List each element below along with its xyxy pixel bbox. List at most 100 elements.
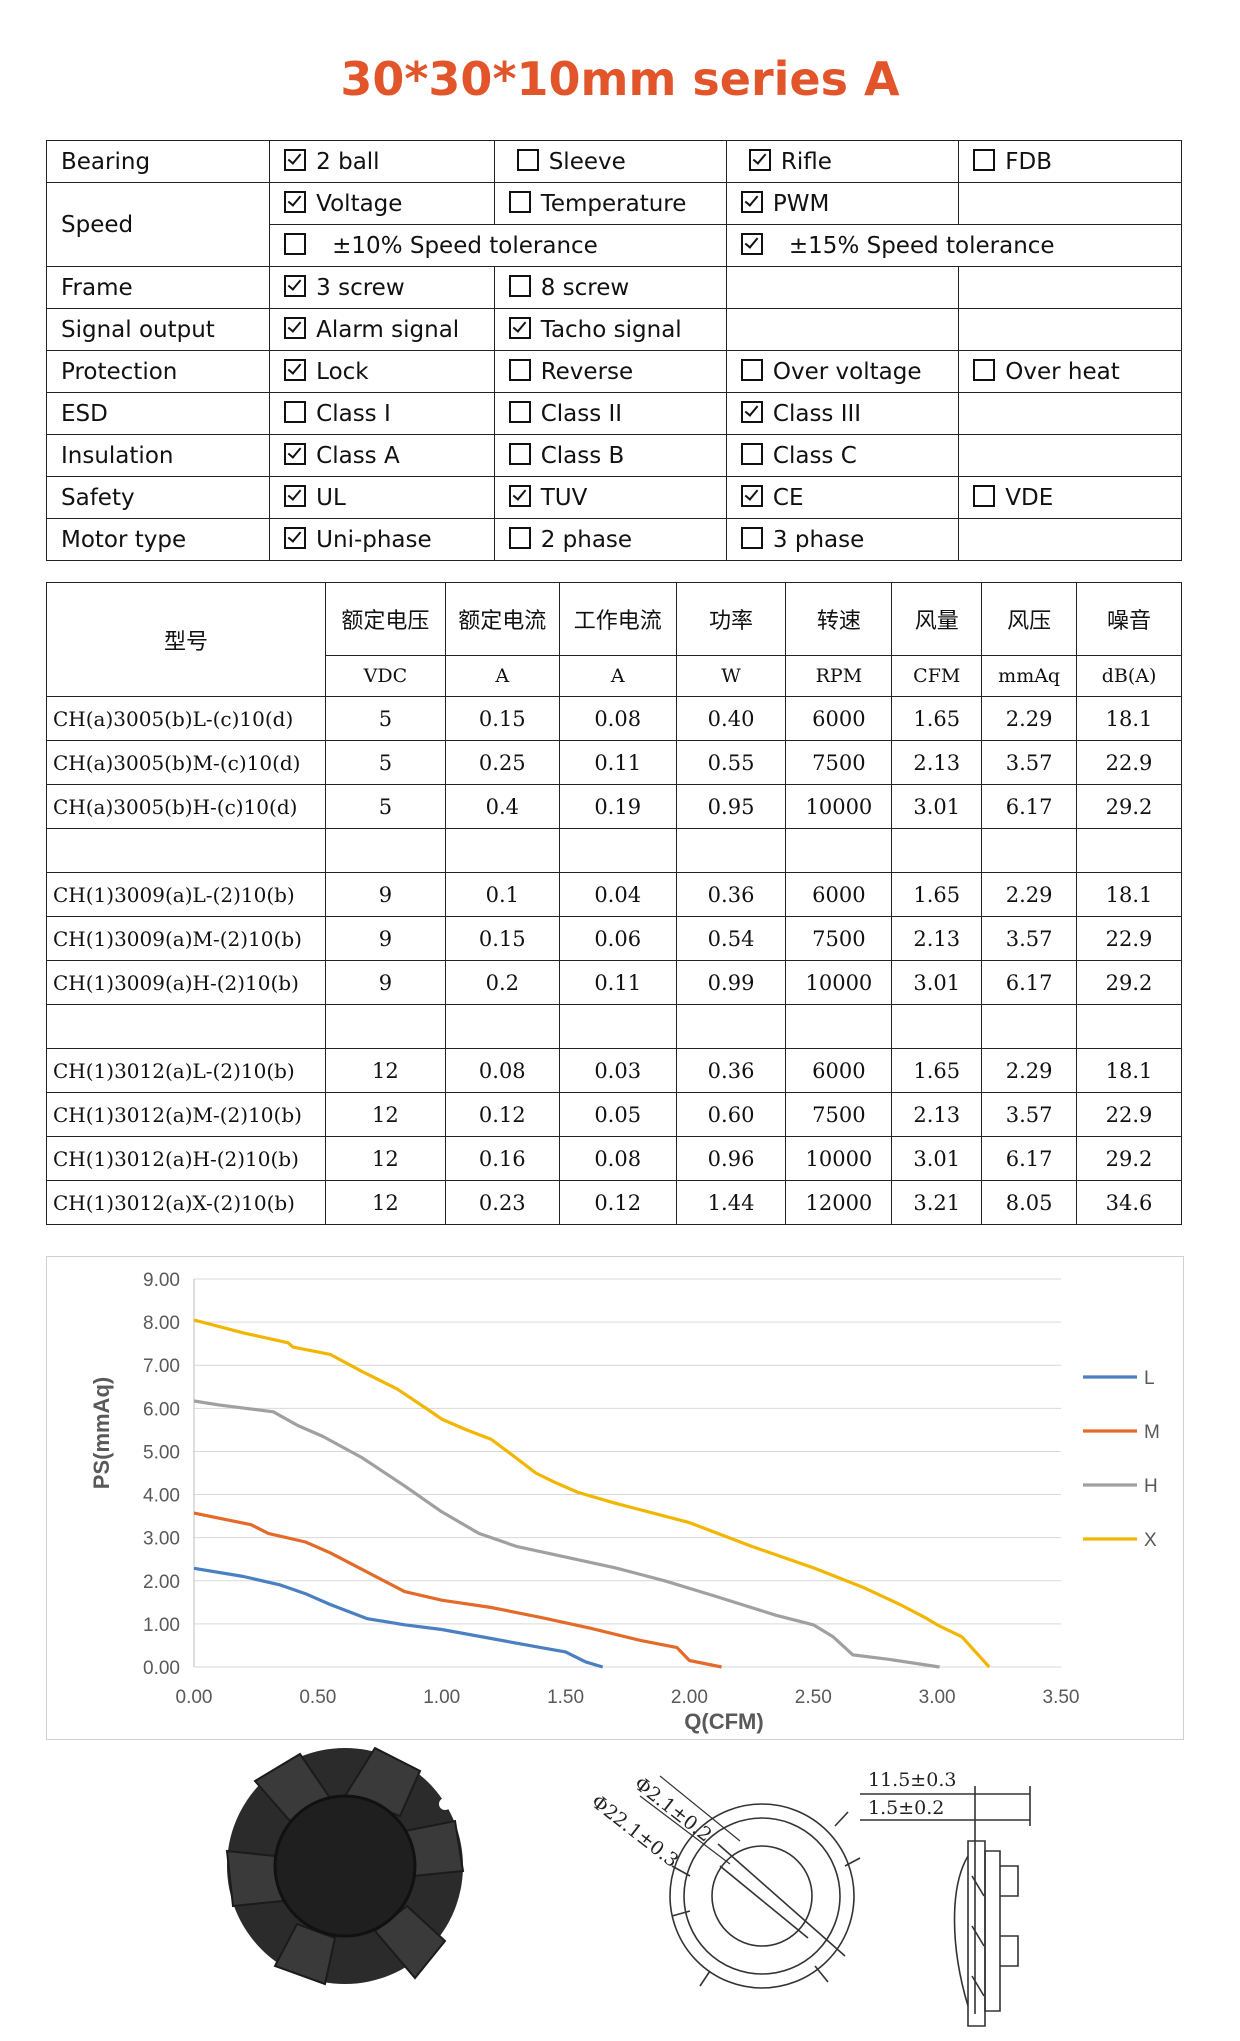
checkbox-icon bbox=[748, 148, 771, 171]
y-tick-label: 3.00 bbox=[143, 1529, 180, 1550]
spec-option: 3 screw bbox=[269, 266, 495, 309]
value-cell: 0.23 bbox=[444, 1180, 560, 1225]
value-cell: 0.08 bbox=[558, 696, 677, 741]
checkbox-icon bbox=[508, 358, 531, 381]
value-cell: 6.17 bbox=[981, 960, 1078, 1005]
value-cell: 0.99 bbox=[675, 960, 787, 1005]
empty-cell bbox=[444, 828, 560, 873]
series-line-X bbox=[193, 1318, 991, 1669]
empty-cell bbox=[1076, 1004, 1182, 1049]
value-cell: 0.11 bbox=[558, 960, 677, 1005]
value-cell: 7500 bbox=[785, 1092, 893, 1137]
value-cell: 6000 bbox=[785, 1048, 893, 1093]
value-cell: 0.08 bbox=[444, 1048, 560, 1093]
x-tick-label: 1.00 bbox=[423, 1687, 460, 1708]
empty-cell bbox=[1076, 828, 1182, 873]
value-cell: 29.2 bbox=[1076, 784, 1182, 829]
empty-cell bbox=[46, 828, 326, 873]
model-name-cell: CH(1)3009(a)L-(2)10(b) bbox=[46, 872, 326, 917]
empty-cell bbox=[785, 828, 893, 873]
spec-option: 8 screw bbox=[493, 266, 727, 309]
model-name-cell: CH(a)3005(b)H-(c)10(d) bbox=[46, 784, 326, 829]
value-cell: 10000 bbox=[785, 784, 893, 829]
spec-option: ±10% Speed tolerance bbox=[269, 224, 727, 267]
value-cell: 0.16 bbox=[444, 1136, 560, 1181]
spec-option: Class B bbox=[493, 434, 727, 477]
checkbox-icon bbox=[740, 526, 763, 549]
value-cell: 22.9 bbox=[1076, 1092, 1182, 1137]
value-cell: 0.12 bbox=[558, 1180, 677, 1225]
y-axis-label: PS(mmAq) bbox=[89, 1377, 114, 1489]
value-cell: 0.11 bbox=[558, 740, 677, 785]
value-cell: 29.2 bbox=[1076, 1136, 1182, 1181]
series-line-M bbox=[193, 1511, 722, 1669]
fan-drawings: Φ2.1±0.2 Φ22.1±0.3 11.5±0.3 1.5±0.2 bbox=[0, 1746, 1240, 2036]
side-view-drawing bbox=[860, 1786, 1031, 2027]
value-cell: 2.13 bbox=[891, 740, 983, 785]
table-row: CH(a)3005(b)H-(c)10(d) 5 0.4 0.19 0.95 10000 3… bbox=[46, 784, 1182, 829]
dim-step: 1.5±0.2 bbox=[868, 1797, 944, 1819]
spec-option: Sleeve bbox=[493, 140, 727, 183]
value-cell: 0.96 bbox=[675, 1136, 787, 1181]
value-cell: 0.4 bbox=[444, 784, 560, 829]
spec-table: Bearing 2 ball Sleeve Rifle FDB Speed Vo… bbox=[45, 140, 1183, 561]
col-header: 工作电流 bbox=[558, 582, 677, 656]
value-cell: 6.17 bbox=[981, 784, 1078, 829]
spec-empty-cell bbox=[958, 308, 1182, 351]
checkbox-icon bbox=[973, 148, 996, 171]
value-cell: 0.60 bbox=[675, 1092, 787, 1137]
spec-option: Lock bbox=[269, 350, 495, 393]
model-name-cell: CH(1)3012(a)L-(2)10(b) bbox=[46, 1048, 326, 1093]
col-unit: VDC bbox=[324, 655, 446, 697]
spec-option: FDB bbox=[958, 140, 1182, 183]
spec-option: Class C bbox=[725, 434, 960, 477]
value-cell: 12 bbox=[324, 1048, 446, 1093]
checkbox-icon bbox=[284, 400, 307, 423]
value-cell: 3.01 bbox=[891, 784, 983, 829]
spec-option: Over voltage bbox=[725, 350, 960, 393]
checkbox-icon bbox=[284, 484, 307, 507]
x-tick-label: 0.00 bbox=[176, 1687, 213, 1708]
empty-cell bbox=[46, 1004, 326, 1049]
x-tick-label: 1.50 bbox=[547, 1687, 584, 1708]
col-header: 风压 bbox=[981, 582, 1078, 656]
table-row: CH(1)3012(a)L-(2)10(b) 12 0.08 0.03 0.36 6000… bbox=[46, 1048, 1182, 1093]
spec-empty-cell bbox=[958, 518, 1182, 561]
spec-option: Class I bbox=[269, 392, 495, 435]
spec-label: Insulation bbox=[45, 434, 271, 477]
col-unit: dB(A) bbox=[1076, 655, 1182, 697]
checkbox-icon bbox=[740, 190, 763, 213]
empty-cell bbox=[444, 1004, 560, 1049]
y-tick-label: 6.00 bbox=[143, 1399, 180, 1420]
col-header-model: 型号 bbox=[46, 582, 326, 697]
col-unit: mmAq bbox=[981, 655, 1078, 697]
col-header: 功率 bbox=[675, 582, 787, 656]
spacer-row bbox=[46, 828, 1182, 873]
spec-row-speed: Speed Voltage Temperature PWM bbox=[45, 182, 1182, 267]
value-cell: 7500 bbox=[785, 740, 893, 785]
spec-label: ESD bbox=[45, 392, 271, 435]
value-cell: 6000 bbox=[785, 696, 893, 741]
front-view-drawing bbox=[639, 1775, 861, 1989]
y-tick-label: 8.00 bbox=[143, 1313, 180, 1334]
spec-empty-cell bbox=[958, 182, 1182, 225]
spec-option: CE bbox=[725, 476, 960, 519]
value-cell: 2.13 bbox=[891, 916, 983, 961]
page-title: 30*30*10mm series A bbox=[340, 52, 900, 106]
checkbox-icon bbox=[508, 484, 531, 507]
checkbox-icon bbox=[284, 316, 307, 339]
pq-chart: 0.00 1.00 2.00 3.00 4.00 5.00 6.00 7.00 8.00 9.00… bbox=[46, 1256, 1184, 1740]
table-row: CH(1)3009(a)M-(2)10(b) 9 0.15 0.06 0.54 7500 2… bbox=[46, 916, 1182, 961]
value-cell: 6.17 bbox=[981, 1136, 1078, 1181]
value-cell: 0.54 bbox=[675, 916, 787, 961]
col-header: 噪音 bbox=[1076, 582, 1182, 656]
value-cell: 7500 bbox=[785, 916, 893, 961]
checkbox-icon bbox=[516, 148, 539, 171]
empty-cell bbox=[981, 828, 1078, 873]
spec-row-speed-tolerance: ±10% Speed tolerance ±15% Speed toleranc… bbox=[47, 224, 1183, 267]
value-cell: 1.65 bbox=[891, 696, 983, 741]
empty-cell bbox=[324, 1004, 446, 1049]
empty-cell bbox=[891, 1004, 983, 1049]
spacer-row bbox=[46, 1004, 1182, 1049]
model-name-cell: CH(a)3005(b)L-(c)10(d) bbox=[46, 696, 326, 741]
